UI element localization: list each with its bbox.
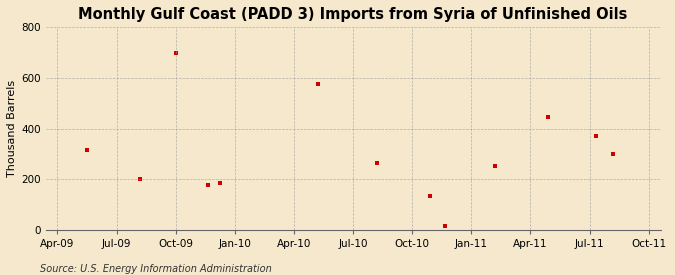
Title: Monthly Gulf Coast (PADD 3) Imports from Syria of Unfinished Oils: Monthly Gulf Coast (PADD 3) Imports from… [78, 7, 628, 22]
Text: Source: U.S. Energy Information Administration: Source: U.S. Energy Information Administ… [40, 264, 272, 274]
Y-axis label: Thousand Barrels: Thousand Barrels [7, 80, 17, 177]
